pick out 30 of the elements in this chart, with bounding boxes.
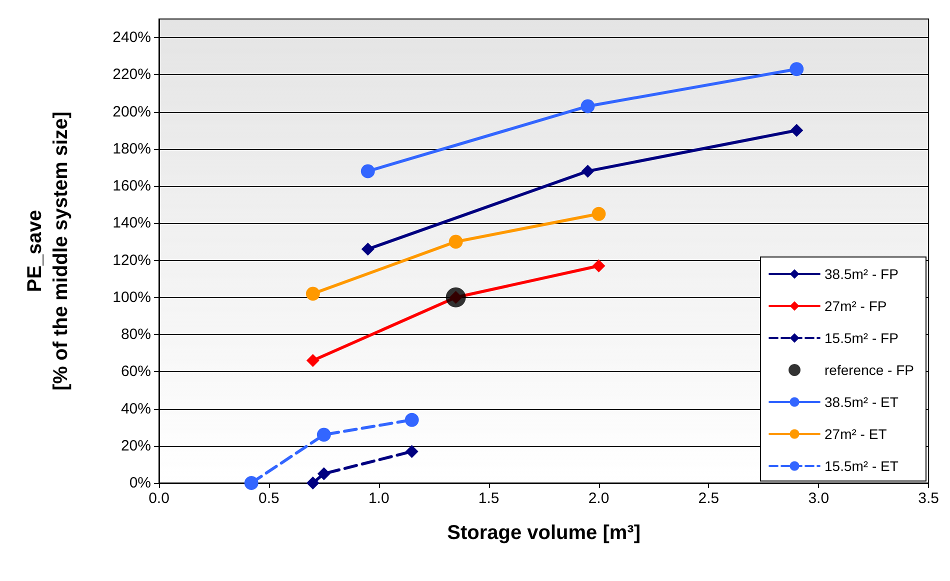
y-tick-label: 40% <box>120 400 151 418</box>
x-tick-label: 1.0 <box>368 490 390 507</box>
legend-label: 27m² - FP <box>824 298 887 314</box>
legend-label: 15.5m² - ET <box>824 458 899 474</box>
legend-label: 27m² - ET <box>824 426 888 442</box>
y-tick-label: 120% <box>112 252 151 269</box>
x-tick-label: 0.5 <box>258 490 280 507</box>
y-tick-label: 100% <box>112 288 151 306</box>
legend-label: 38.5m² - FP <box>824 266 898 282</box>
x-tick-label: 1.5 <box>478 490 500 507</box>
y-tick-label: 200% <box>112 103 151 120</box>
legend-label: 15.5m² - FP <box>824 330 898 346</box>
x-tick-label: 3.5 <box>918 490 940 507</box>
x-tick-label: 3.0 <box>808 490 830 507</box>
x-tick-label: 2.5 <box>698 490 720 507</box>
y-tick-label: 180% <box>112 140 151 158</box>
y-tick-label: 0% <box>129 474 151 492</box>
y-tick-label: 60% <box>120 363 151 380</box>
x-tick-label: 2.0 <box>588 490 610 507</box>
y-tick-label: 220% <box>112 66 151 84</box>
y-tick-label: 20% <box>120 437 151 454</box>
x-tick-label: 0.0 <box>148 490 170 507</box>
x-axis-title: Storage volume [m³] <box>447 522 640 544</box>
y-tick-label: 240% <box>112 29 151 46</box>
y-tick-label: 160% <box>112 178 151 195</box>
y-tick-label: 80% <box>120 326 151 344</box>
y-tick-label: 140% <box>112 214 151 232</box>
legend-label: 38.5m² - ET <box>824 394 899 410</box>
y-axis-title: PE_save [% of the middle system size] <box>24 112 72 390</box>
legend-label: reference - FP <box>824 362 914 378</box>
